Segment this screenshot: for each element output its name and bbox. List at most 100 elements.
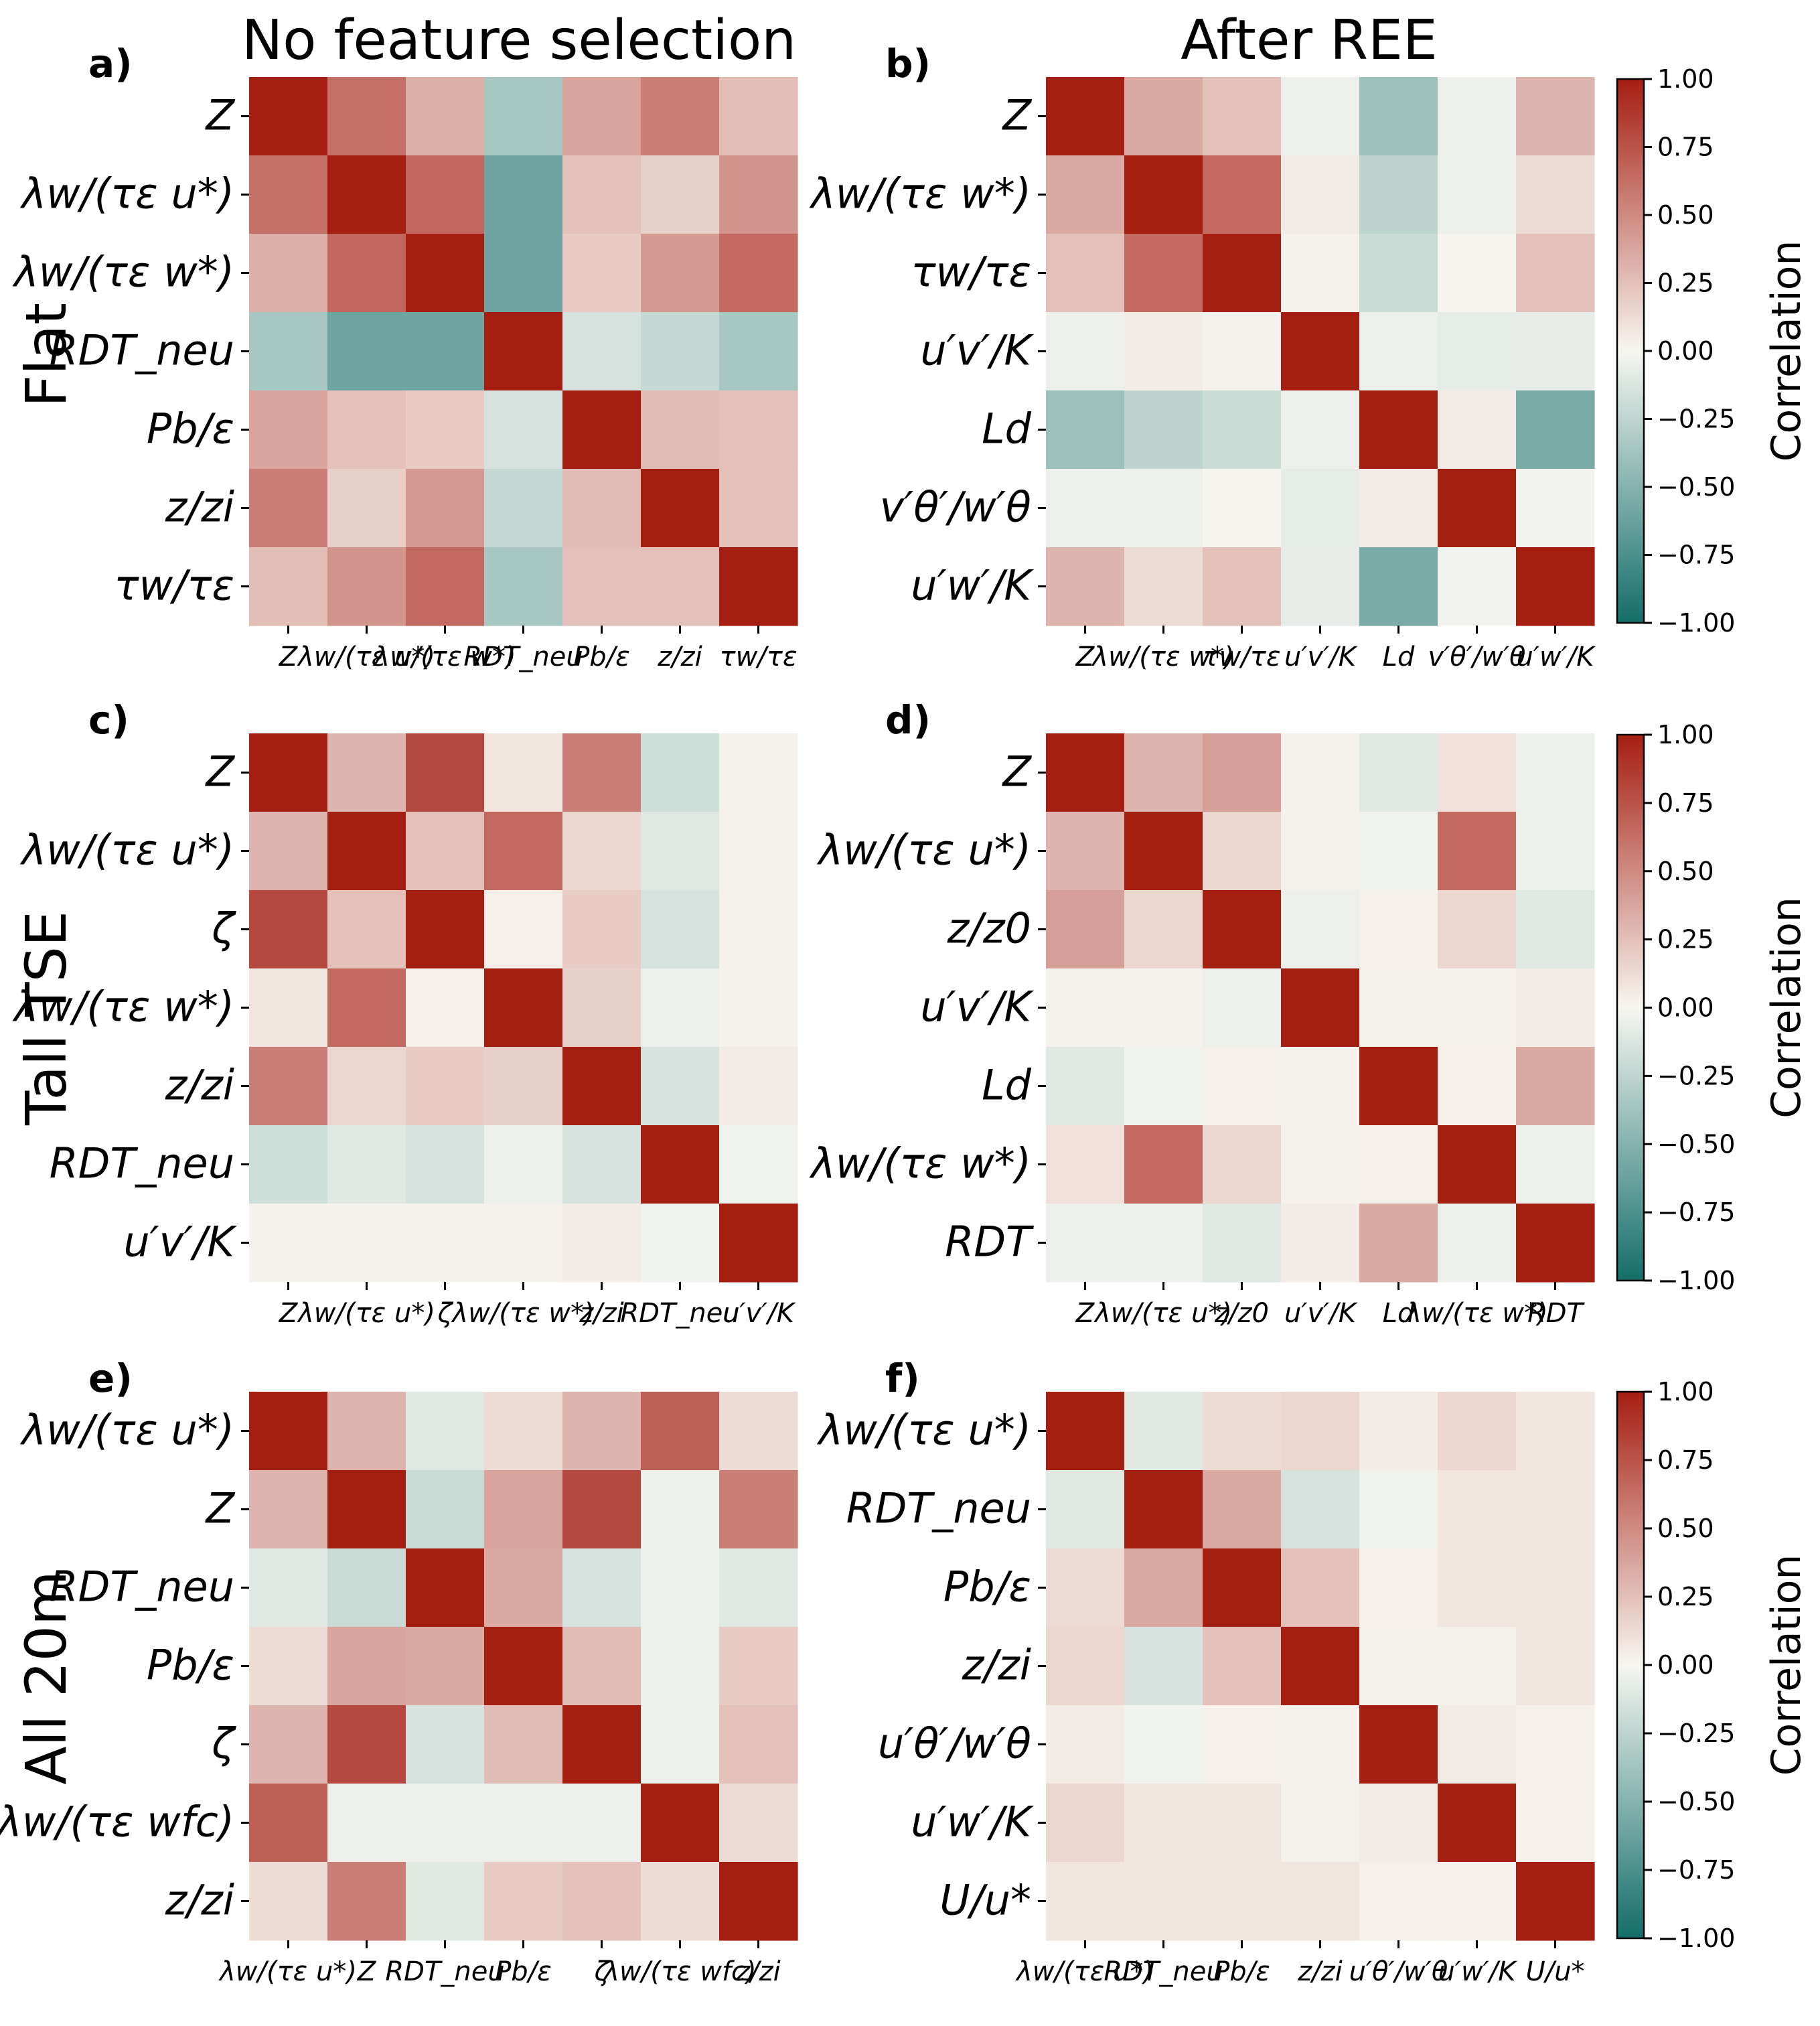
panel-label: a) [88, 41, 133, 86]
heatmap-cell [641, 312, 720, 391]
colorbar-tick-label: −1.00 [1657, 1266, 1735, 1295]
heatmap-cell [1516, 469, 1595, 548]
heatmap-cell [562, 1548, 641, 1627]
colorbar-tick-label: 1.00 [1657, 720, 1714, 749]
y-tick-label: λw/(τε u*) [19, 1406, 234, 1455]
heatmap-cell [1359, 1204, 1438, 1283]
y-tick-label: RDT_neu [846, 1484, 1031, 1533]
heatmap-cell [1046, 1204, 1125, 1283]
heatmap-cell [1281, 1548, 1360, 1627]
y-tick-label: λw/(τε u*) [19, 826, 234, 875]
x-tick-label: z/z0 [1214, 1298, 1269, 1329]
panel-label: f) [885, 1356, 920, 1401]
heatmap-cell [1124, 155, 1203, 234]
heatmap-cell [1359, 812, 1438, 891]
y-tick-label: λw/(τε w*) [12, 983, 234, 1031]
heatmap-cell [1046, 312, 1125, 391]
colorbar-tick-label: −0.75 [1657, 540, 1735, 570]
x-tick-label: RDT_neu [620, 1298, 739, 1329]
heatmap-cell [249, 1125, 328, 1204]
x-tick-label: RDT [1527, 1298, 1586, 1329]
panel-label: e) [88, 1356, 133, 1401]
y-tick-label: λw/(τε w*) [809, 1139, 1031, 1188]
heatmap-cell [1438, 312, 1517, 391]
heatmap-cell [406, 1470, 485, 1549]
colorbar-tick-label: −0.75 [1657, 1198, 1735, 1227]
y-tick-label: Z [205, 747, 236, 796]
colorbar-3: 1.00 0.75 0.50 0.25 0.00 −0.25 −0.50 −0.75 −1.00… [1616, 1377, 1810, 1953]
heatmap-cell [1124, 390, 1203, 469]
x-tick-label: λw/(τε wfc) [602, 1956, 756, 1987]
heatmap-cell [1203, 1548, 1282, 1627]
heatmap-cell [327, 312, 406, 391]
heatmap-cell [406, 1862, 485, 1941]
heatmap-cell [249, 1548, 328, 1627]
colorbar-tick-label: −0.25 [1657, 1061, 1735, 1090]
heatmap-cell [484, 1204, 563, 1283]
heatmap-cell [562, 1204, 641, 1283]
heatmap-cell [1516, 1047, 1595, 1126]
heatmap-cell [1359, 1470, 1438, 1549]
heatmap-cell [1203, 312, 1282, 391]
heatmap-cell [1046, 1392, 1125, 1471]
y-tick-label: λw/(τε w*) [12, 248, 234, 297]
y-tick-label: u′w′/K [911, 561, 1034, 610]
heatmap-cell [1359, 1125, 1438, 1204]
heatmap-cell [406, 890, 485, 969]
heatmap-cell [1203, 1125, 1282, 1204]
heatmap-cell [484, 1705, 563, 1784]
heatmap-cell [249, 77, 328, 156]
colorbar-tick-label: 0.50 [1657, 1514, 1714, 1543]
heatmap-cell [1281, 234, 1360, 313]
heatmap-cell [1046, 1784, 1125, 1863]
y-tick-label: Pb/ε [147, 1641, 234, 1690]
heatmap-cell [1516, 1627, 1595, 1706]
heatmap-cell [484, 1392, 563, 1471]
heatmap-cell [641, 1705, 720, 1784]
heatmap-cell [719, 733, 798, 812]
heatmap-cell [719, 155, 798, 234]
heatmap-cell [641, 1784, 720, 1863]
x-tick-label: Z [1075, 642, 1095, 672]
heatmap-cell [1281, 1204, 1360, 1283]
row-title-tall-tse: Tall TSE [13, 911, 79, 1126]
heatmap-cell [719, 1705, 798, 1784]
y-tick-label: λw/(τε u*) [19, 169, 234, 218]
heatmap-cell [1124, 1627, 1203, 1706]
heatmap-cell [1124, 1204, 1203, 1283]
heatmap-cell [719, 1470, 798, 1549]
heatmap-cell [484, 312, 563, 391]
heatmap-cell [1438, 469, 1517, 548]
heatmap-cell [249, 155, 328, 234]
heatmap-cell [719, 1125, 798, 1204]
heatmap-cell [562, 1470, 641, 1549]
y-tick-label: u′w′/K [911, 1798, 1034, 1847]
heatmap-cell [1046, 77, 1125, 156]
heatmap-cell [484, 390, 563, 469]
heatmap-cell [327, 1470, 406, 1549]
heatmap-cell [1281, 547, 1360, 626]
panel-label: d) [885, 697, 931, 743]
heatmap-cell [327, 1047, 406, 1126]
heatmap-cell [641, 890, 720, 969]
heatmap-cell [562, 1705, 641, 1784]
colorbar-1: 1.00 0.75 0.50 0.25 0.00 −0.25 −0.50 −0.75 −1.00… [1616, 64, 1810, 638]
colorbar-gradient [1616, 1390, 1645, 1940]
heatmap-cell [562, 1862, 641, 1941]
heatmap-cell [1438, 1125, 1517, 1204]
heatmap-cell [1046, 1548, 1125, 1627]
colorbar-tick-label: −0.50 [1657, 1129, 1735, 1159]
heatmap-cell [249, 312, 328, 391]
heatmap-cell [562, 1627, 641, 1706]
heatmap-cell [406, 312, 485, 391]
heatmap-cell [1124, 812, 1203, 891]
y-tick-label: Pb/ε [147, 405, 234, 453]
heatmap-cell [1124, 312, 1203, 391]
heatmap-cell [406, 77, 485, 156]
y-tick-label: u′v′/K [123, 1218, 237, 1267]
heatmap-cell [406, 1627, 485, 1706]
heatmap-cell [249, 812, 328, 891]
heatmap-cell [1516, 890, 1595, 969]
heatmap-cell [1359, 312, 1438, 391]
heatmap-cell [1359, 1548, 1438, 1627]
